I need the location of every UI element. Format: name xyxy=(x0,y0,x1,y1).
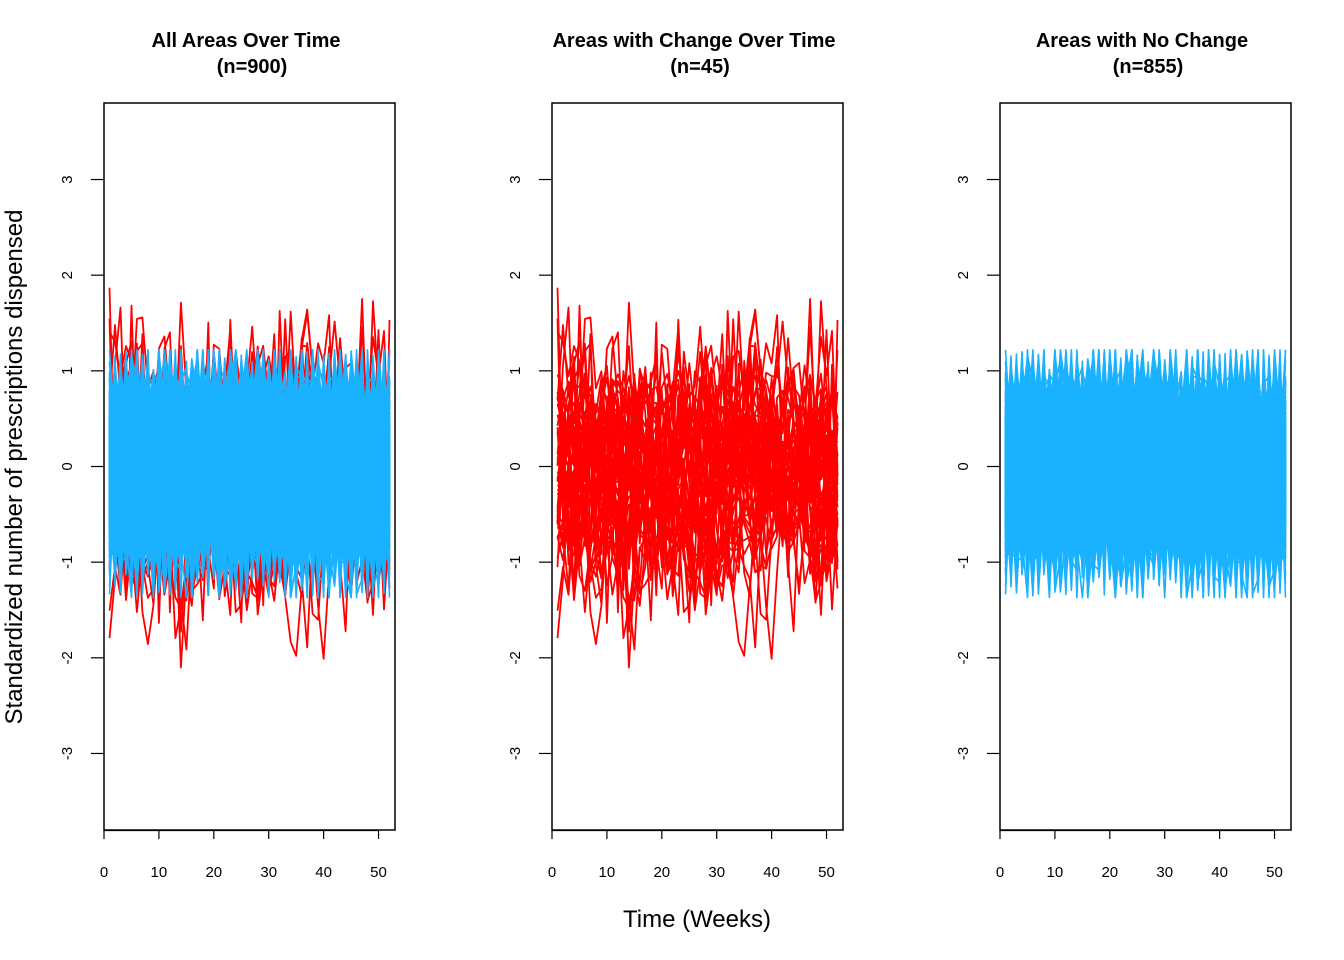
y-tick-label: 1 xyxy=(507,367,524,375)
x-axis-label: Time (Weeks) xyxy=(623,906,771,933)
series-line-change xyxy=(556,342,839,573)
x-tick-label: 20 xyxy=(653,864,670,881)
series-line-no-change xyxy=(108,384,391,567)
series-line-change xyxy=(556,355,839,599)
y-tick-label: 0 xyxy=(507,462,524,470)
x-tick-label: 40 xyxy=(1211,864,1228,881)
y-tick-label: -3 xyxy=(955,747,972,760)
panel-areas-with-change: Areas with Change Over Time (n=45) 0 10 20… xyxy=(507,30,844,881)
series-lines xyxy=(556,287,839,669)
x-tick-label: 20 xyxy=(1101,864,1118,881)
x-tick-label: 50 xyxy=(1266,864,1283,881)
x-tick-label: 30 xyxy=(260,864,277,881)
y-tick-label: 3 xyxy=(507,175,524,183)
panel-subtitle: (n=45) xyxy=(670,56,729,78)
y-tick-label: 0 xyxy=(955,462,972,470)
series-lines xyxy=(1004,348,1287,599)
x-tick-label: 50 xyxy=(370,864,387,881)
y-tick-label: -1 xyxy=(59,555,76,568)
y-axis-label: Standardized number of prescriptions dis… xyxy=(1,210,28,725)
y-tick-label: -2 xyxy=(59,651,76,664)
y-tick-label: -2 xyxy=(955,651,972,664)
x-tick-label: 10 xyxy=(599,864,616,881)
y-tick-label: -3 xyxy=(507,747,524,760)
panel-title: Areas with Change Over Time xyxy=(552,30,835,52)
x-tick-label: 30 xyxy=(708,864,725,881)
y-tick-label: -2 xyxy=(507,651,524,664)
y-tick-label: 2 xyxy=(507,271,524,279)
x-tick-label: 20 xyxy=(205,864,222,881)
series-line-change xyxy=(556,392,839,604)
x-tick-label: 40 xyxy=(763,864,780,881)
y-tick-label: -1 xyxy=(507,555,524,568)
series-line-no-change xyxy=(1004,384,1287,567)
y-tick-label: 2 xyxy=(59,271,76,279)
y-tick-label: 3 xyxy=(955,175,972,183)
panel-all-areas: All Areas Over Time (n=900) 0 10 20 30 40 50-… xyxy=(59,30,396,881)
y-tick-label: 1 xyxy=(955,367,972,375)
y-tick-label: -3 xyxy=(59,747,76,760)
panel-subtitle: (n=900) xyxy=(217,56,288,78)
x-tick-label: 30 xyxy=(1156,864,1173,881)
y-tick-label: 2 xyxy=(955,271,972,279)
y-tick-label: -1 xyxy=(955,555,972,568)
x-tick-label: 50 xyxy=(818,864,835,881)
y-tick-label: 3 xyxy=(59,175,76,183)
panel-areas-no-change: Areas with No Change (n=855) 0 10 20 30 40 50… xyxy=(955,30,1292,881)
x-tick-label: 40 xyxy=(315,864,332,881)
series-line-change xyxy=(556,351,839,502)
series-lines xyxy=(108,287,391,669)
series-line-change xyxy=(556,306,839,570)
x-tick-label: 0 xyxy=(548,864,556,881)
series-line-no-change xyxy=(1004,388,1287,568)
x-tick-label: 10 xyxy=(151,864,168,881)
x-tick-label: 10 xyxy=(1047,864,1064,881)
x-tick-label: 0 xyxy=(996,864,1004,881)
y-tick-label: 0 xyxy=(59,462,76,470)
panel-subtitle: (n=855) xyxy=(1113,56,1184,78)
panel-title: All Areas Over Time xyxy=(152,30,341,52)
y-tick-label: 1 xyxy=(59,367,76,375)
x-tick-label: 0 xyxy=(100,864,108,881)
series-line-no-change xyxy=(108,388,391,568)
panel-title: Areas with No Change xyxy=(1036,30,1248,52)
